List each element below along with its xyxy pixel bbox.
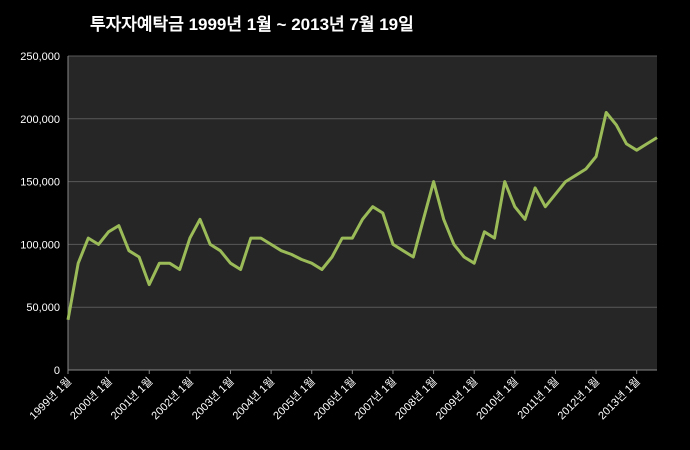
y-tick-label: 200,000 — [20, 114, 60, 126]
y-tick-label: 250,000 — [20, 51, 60, 63]
plot-area — [68, 56, 657, 370]
y-tick-label: 100,000 — [20, 239, 60, 251]
data-line — [66, 111, 658, 321]
y-tick-label: 0 — [54, 365, 60, 377]
y-tick-label: 150,000 — [20, 177, 60, 189]
chart-title: 투자자예탁금 1999년 1월 ~ 2013년 7월 19일 — [90, 15, 414, 34]
y-tick-label: 50,000 — [26, 302, 60, 314]
